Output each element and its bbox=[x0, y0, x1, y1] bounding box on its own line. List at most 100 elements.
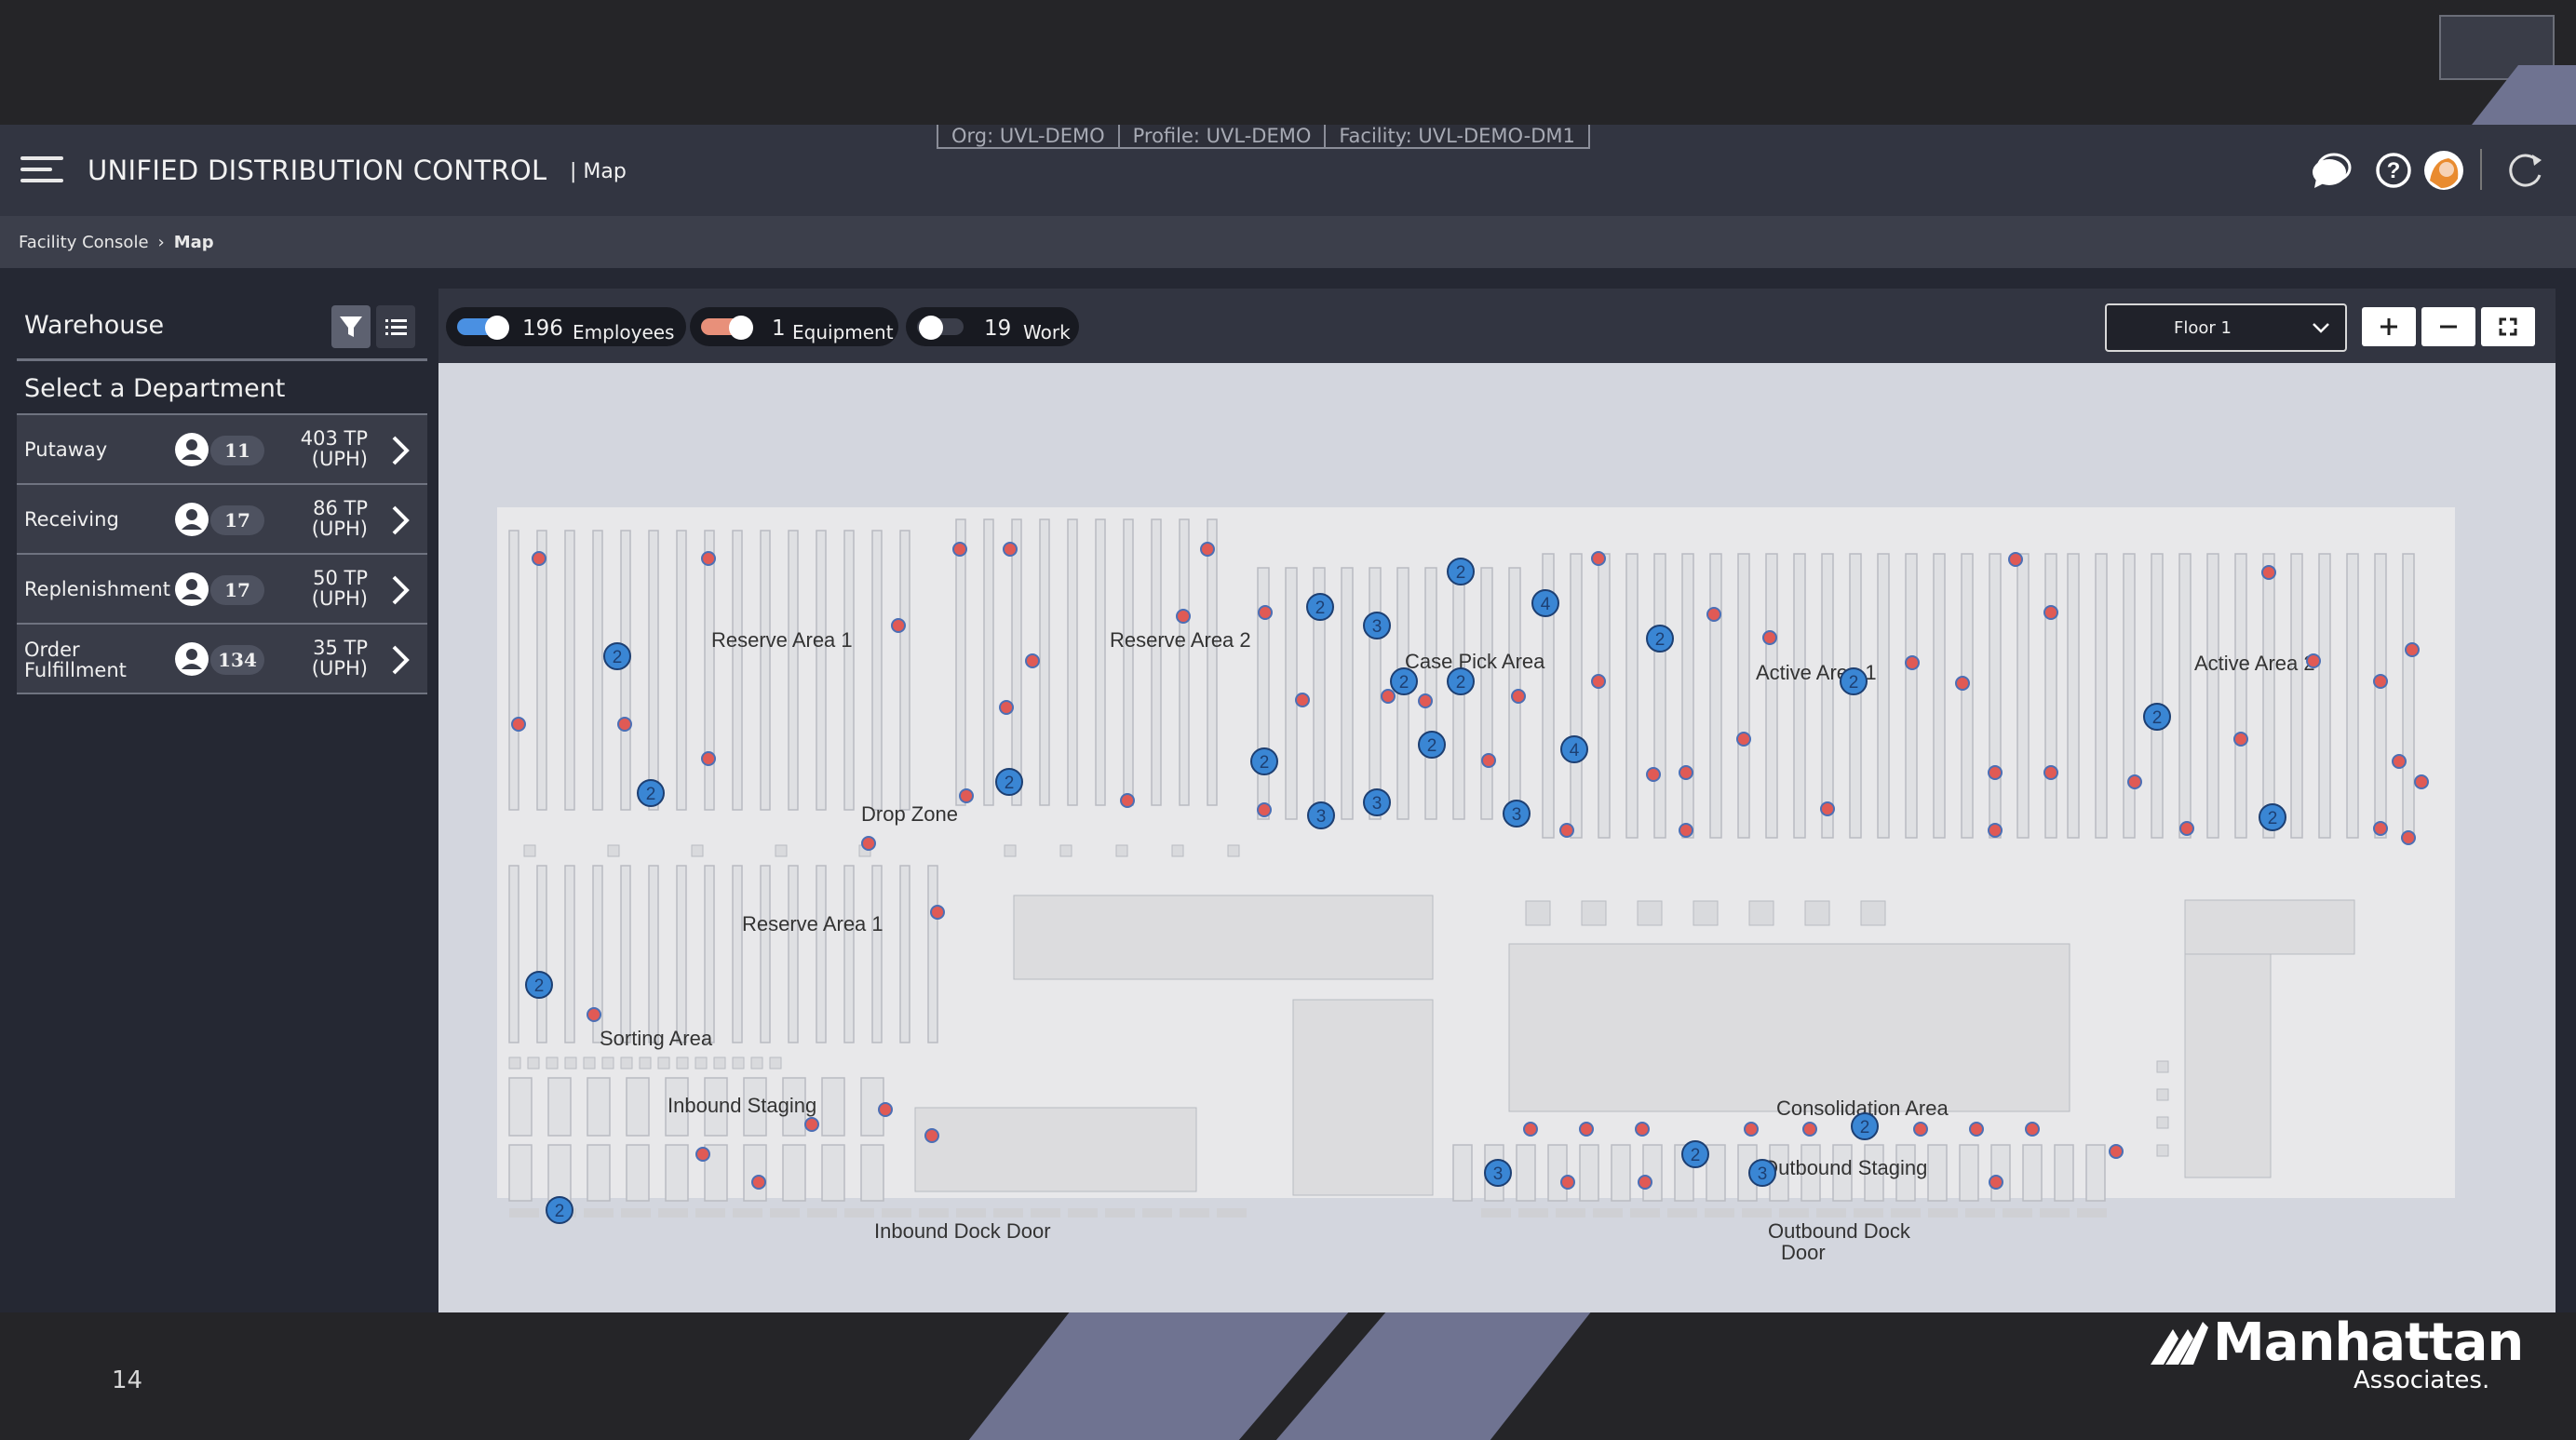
work-marker[interactable] bbox=[1736, 732, 1751, 747]
employee-marker[interactable] bbox=[1484, 1159, 1512, 1187]
work-marker[interactable] bbox=[2043, 765, 2058, 780]
employee-marker[interactable] bbox=[1646, 625, 1674, 653]
work-marker[interactable] bbox=[1955, 676, 1970, 691]
work-marker[interactable] bbox=[1646, 767, 1661, 782]
employee-marker[interactable] bbox=[1681, 1140, 1709, 1168]
work-marker[interactable] bbox=[1988, 823, 2003, 838]
work-marker[interactable] bbox=[2109, 1144, 2124, 1159]
work-marker[interactable] bbox=[1635, 1122, 1650, 1137]
user-avatar-icon[interactable] bbox=[2421, 147, 2467, 194]
work-marker[interactable] bbox=[1706, 607, 1721, 622]
zoom-in-button[interactable] bbox=[2362, 307, 2416, 346]
work-marker[interactable] bbox=[2306, 653, 2321, 668]
work-marker[interactable] bbox=[2392, 754, 2407, 769]
work-marker[interactable] bbox=[1913, 1122, 1928, 1137]
work-marker[interactable] bbox=[617, 717, 632, 732]
work-marker[interactable] bbox=[1591, 551, 1606, 566]
filter-icon[interactable] bbox=[331, 305, 371, 348]
work-marker[interactable] bbox=[1120, 793, 1135, 808]
help-icon[interactable]: ? bbox=[2370, 147, 2417, 194]
work-marker[interactable] bbox=[1481, 753, 1496, 768]
employees-toggle[interactable]: 196 Employees bbox=[446, 307, 686, 346]
breadcrumb-facility-console[interactable]: Facility Console bbox=[19, 232, 149, 252]
employee-marker[interactable] bbox=[637, 779, 665, 807]
department-row-receiving[interactable]: Receiving 17 86 TP (UPH) bbox=[17, 485, 427, 555]
work-marker[interactable] bbox=[1511, 689, 1526, 704]
employee-marker[interactable] bbox=[995, 768, 1023, 796]
work-marker[interactable] bbox=[2179, 821, 2194, 836]
work-marker[interactable] bbox=[1579, 1122, 1594, 1137]
employee-marker[interactable] bbox=[546, 1196, 573, 1224]
work-marker[interactable] bbox=[1744, 1122, 1759, 1137]
work-marker[interactable] bbox=[1381, 689, 1396, 704]
work-marker[interactable] bbox=[1638, 1175, 1652, 1190]
employee-marker[interactable] bbox=[1306, 593, 1334, 621]
work-marker[interactable] bbox=[2261, 565, 2276, 580]
work-marker[interactable] bbox=[2405, 642, 2420, 657]
work-marker[interactable] bbox=[587, 1007, 601, 1022]
work-marker[interactable] bbox=[2008, 552, 2023, 567]
chat-icon[interactable] bbox=[2309, 147, 2355, 194]
work-marker[interactable] bbox=[1560, 1175, 1575, 1190]
employee-marker[interactable] bbox=[1363, 788, 1391, 816]
work-marker[interactable] bbox=[2373, 674, 2388, 689]
work-marker[interactable] bbox=[1523, 1122, 1538, 1137]
work-marker[interactable] bbox=[695, 1147, 710, 1162]
work-toggle[interactable]: 19 Work bbox=[906, 307, 1079, 346]
work-marker[interactable] bbox=[1257, 802, 1272, 817]
warehouse-map[interactable]: Reserve Area 1 Reserve Area 2 Case Pick Ar… bbox=[438, 363, 2556, 1312]
work-marker[interactable] bbox=[2043, 605, 2058, 620]
employee-marker[interactable] bbox=[1851, 1112, 1879, 1140]
warehouse-map-canvas[interactable]: Reserve Area 1 Reserve Area 2 Case Pick Ar… bbox=[438, 363, 2556, 1312]
employee-marker[interactable] bbox=[1418, 731, 1446, 759]
work-marker[interactable] bbox=[930, 905, 945, 920]
work-marker[interactable] bbox=[511, 717, 526, 732]
employee-marker[interactable] bbox=[1363, 612, 1391, 639]
work-marker[interactable] bbox=[959, 788, 974, 803]
employee-marker[interactable] bbox=[1390, 667, 1418, 695]
work-marker[interactable] bbox=[1988, 765, 2003, 780]
employee-marker[interactable] bbox=[1748, 1159, 1776, 1187]
work-marker[interactable] bbox=[1176, 609, 1191, 624]
employee-marker[interactable] bbox=[603, 642, 631, 670]
employee-marker[interactable] bbox=[1447, 558, 1475, 585]
work-marker[interactable] bbox=[999, 700, 1014, 715]
work-marker[interactable] bbox=[878, 1102, 893, 1117]
work-marker[interactable] bbox=[1905, 655, 1920, 670]
work-marker[interactable] bbox=[1989, 1175, 2003, 1190]
work-marker[interactable] bbox=[1679, 765, 1693, 780]
employee-marker[interactable] bbox=[2143, 703, 2171, 731]
employee-marker[interactable] bbox=[1531, 589, 1559, 617]
work-marker[interactable] bbox=[891, 618, 906, 633]
employee-marker[interactable] bbox=[1560, 735, 1588, 763]
zoom-out-button[interactable] bbox=[2421, 307, 2475, 346]
department-row-order-fulfillment[interactable]: Order Fulfillment 134 35 TP (UPH) bbox=[17, 625, 427, 694]
work-marker[interactable] bbox=[1679, 823, 1693, 838]
work-marker[interactable] bbox=[1258, 605, 1273, 620]
work-marker[interactable] bbox=[924, 1128, 939, 1143]
refresh-icon[interactable] bbox=[2502, 147, 2549, 194]
employee-marker[interactable] bbox=[525, 971, 553, 999]
employee-marker[interactable] bbox=[1250, 747, 1278, 775]
work-marker[interactable] bbox=[1418, 693, 1433, 708]
work-marker[interactable] bbox=[1003, 542, 1018, 557]
work-marker[interactable] bbox=[2233, 732, 2248, 747]
employee-marker[interactable] bbox=[1307, 801, 1335, 829]
work-marker[interactable] bbox=[1591, 674, 1606, 689]
chevron-right-icon[interactable] bbox=[390, 434, 411, 467]
work-marker[interactable] bbox=[2373, 821, 2388, 836]
department-row-replenishment[interactable]: Replenishment 17 50 TP (UPH) bbox=[17, 555, 427, 625]
floor-select[interactable]: Floor 1 bbox=[2105, 303, 2347, 352]
work-marker[interactable] bbox=[2025, 1122, 2040, 1137]
work-marker[interactable] bbox=[1820, 801, 1835, 816]
department-row-putaway[interactable]: Putaway 11 403 TP (UPH) bbox=[17, 415, 427, 485]
work-marker[interactable] bbox=[1969, 1122, 1984, 1137]
employee-marker[interactable] bbox=[2259, 803, 2286, 831]
work-marker[interactable] bbox=[861, 836, 876, 851]
hamburger-menu-icon[interactable] bbox=[20, 149, 65, 190]
employee-marker[interactable] bbox=[1447, 667, 1475, 695]
employee-marker[interactable] bbox=[1503, 800, 1531, 828]
chevron-right-icon[interactable] bbox=[390, 643, 411, 677]
work-marker[interactable] bbox=[804, 1117, 819, 1132]
work-marker[interactable] bbox=[1025, 653, 1040, 668]
